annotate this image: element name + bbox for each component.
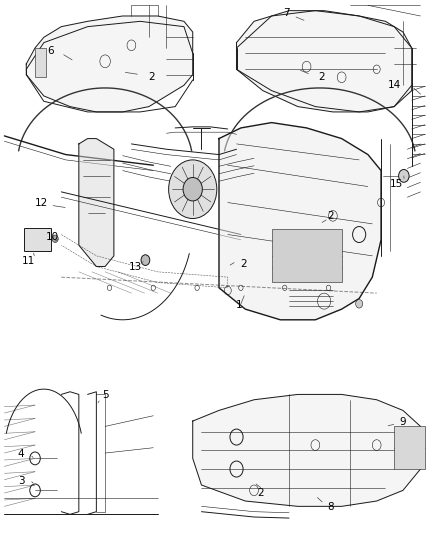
Circle shape — [52, 235, 58, 243]
Text: 8: 8 — [327, 503, 334, 512]
Bar — [35, 48, 46, 77]
Circle shape — [183, 177, 202, 201]
Text: 2: 2 — [148, 72, 155, 82]
Polygon shape — [79, 139, 114, 266]
Text: 3: 3 — [18, 476, 25, 486]
Text: 1: 1 — [235, 300, 242, 310]
Text: 2: 2 — [240, 259, 247, 269]
Text: 7: 7 — [283, 9, 290, 18]
Bar — [394, 426, 425, 469]
Text: 2: 2 — [327, 211, 334, 221]
Text: 9: 9 — [399, 417, 406, 427]
Text: 4: 4 — [18, 449, 25, 459]
Circle shape — [399, 169, 409, 182]
Bar — [272, 229, 342, 282]
Polygon shape — [237, 11, 412, 112]
Polygon shape — [219, 123, 381, 320]
Polygon shape — [26, 16, 193, 112]
Text: 15: 15 — [390, 179, 403, 189]
Polygon shape — [193, 394, 420, 506]
Bar — [24, 228, 51, 251]
Text: 14: 14 — [388, 80, 401, 90]
Text: 13: 13 — [129, 262, 142, 271]
Text: 11: 11 — [22, 256, 35, 266]
Text: 2: 2 — [257, 488, 264, 498]
Text: 2: 2 — [318, 72, 325, 82]
Text: 6: 6 — [47, 46, 54, 55]
Circle shape — [141, 255, 150, 265]
Text: 12: 12 — [35, 198, 48, 207]
Text: 5: 5 — [102, 391, 109, 400]
Circle shape — [169, 160, 217, 219]
Text: 10: 10 — [46, 232, 59, 242]
Circle shape — [356, 300, 363, 308]
